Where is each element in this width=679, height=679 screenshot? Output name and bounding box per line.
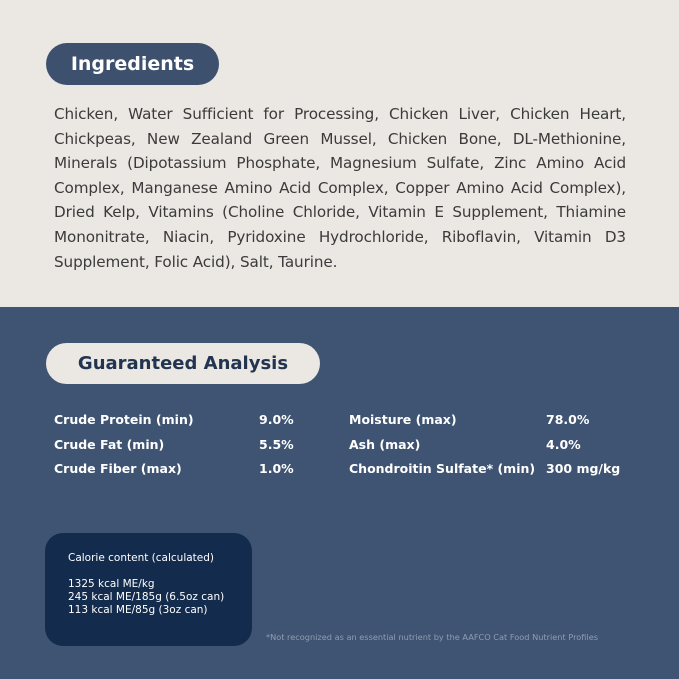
- analysis-value: 1.0%: [259, 461, 294, 476]
- analysis-left-values: 9.0% 5.5% 1.0%: [259, 408, 294, 482]
- analysis-value: 4.0%: [546, 436, 581, 452]
- analysis-title: Guaranteed Analysis: [46, 343, 320, 384]
- analysis-label: Crude Fat (min): [54, 436, 165, 452]
- analysis-value: 300 mg/kg: [546, 461, 621, 476]
- analysis-right-labels: Moisture (max) Ash (max) Chondroitin Sul…: [349, 408, 535, 482]
- calorie-title: Calorie content (calculated): [68, 552, 215, 564]
- analysis-value: 5.5%: [259, 436, 294, 452]
- analysis-label: Ash (max): [349, 436, 421, 452]
- calorie-box: Calorie content (calculated) 1325 kcal M…: [45, 533, 252, 646]
- analysis-left-labels: Crude Protein (min) Crude Fat (min) Crud…: [54, 408, 194, 482]
- analysis-label: Crude Protein (min): [54, 412, 194, 427]
- analysis-label: Chondroitin Sulfate* (min): [349, 461, 536, 476]
- analysis-label: Moisture (max): [349, 412, 457, 427]
- ingredients-title: Ingredients: [46, 43, 219, 85]
- analysis-right-values: 78.0% 4.0% 300 mg/kg: [546, 408, 620, 482]
- calorie-line: 1325 kcal ME/kg: [68, 578, 155, 590]
- ingredients-text: Chicken, Water Sufficient for Processing…: [54, 105, 626, 271]
- ingredients-section: Ingredients Chicken, Water Sufficient fo…: [0, 0, 679, 307]
- analysis-value: 78.0%: [546, 412, 590, 427]
- footnote: *Not recognized as an essential nutrient…: [266, 632, 599, 642]
- analysis-label: Crude Fiber (max): [54, 461, 182, 476]
- calorie-line: 245 kcal ME/185g (6.5oz can): [68, 591, 225, 603]
- calorie-line: 113 kcal ME/85g (3oz can): [68, 604, 208, 616]
- analysis-value: 9.0%: [259, 412, 294, 427]
